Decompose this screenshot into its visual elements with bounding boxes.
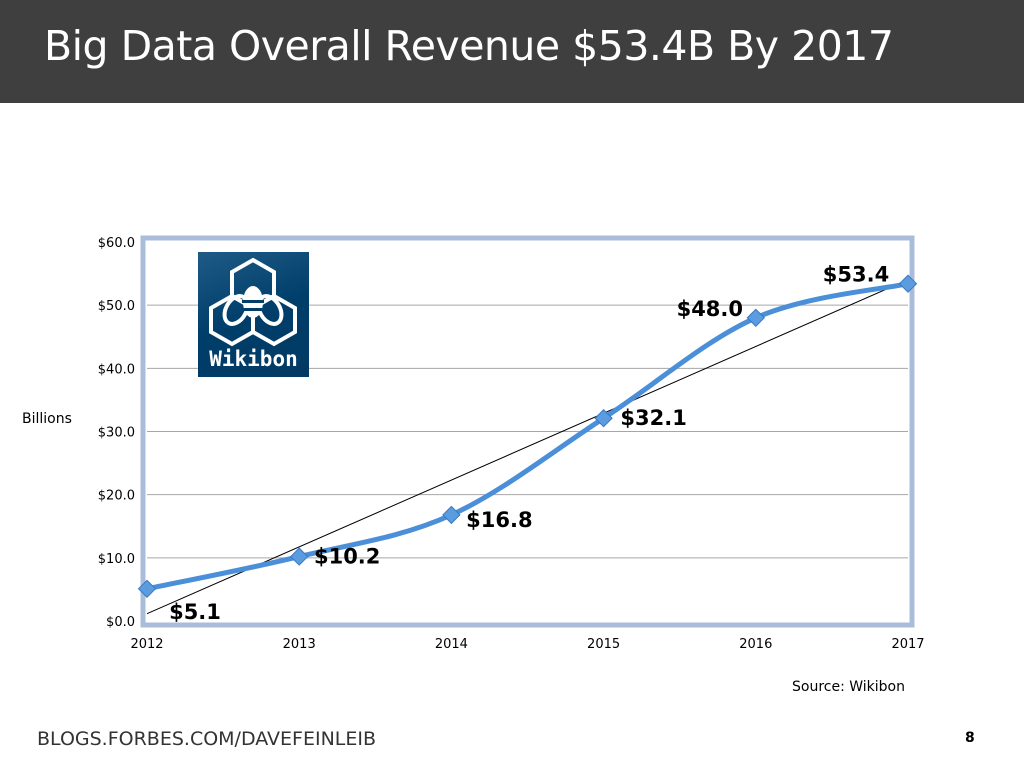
data-point [442, 505, 461, 525]
x-tick-label: 2017 [891, 637, 924, 652]
y-axis-label: Billions [22, 411, 72, 427]
y-tick-label: $40.0 [98, 362, 135, 377]
data-label: $5.1 [169, 600, 221, 624]
data-point [594, 409, 613, 428]
bee-hexagon-icon [209, 257, 297, 347]
x-tick-label: 2014 [435, 637, 468, 652]
footer-url: BLOGS.FORBES.COM/DAVEFEINLEIB [37, 728, 377, 750]
y-tick-label: $50.0 [98, 299, 135, 314]
data-point [898, 274, 918, 293]
page-number: 8 [965, 730, 975, 746]
x-tick-label: 2012 [130, 637, 163, 652]
data-label: $32.1 [620, 406, 686, 430]
y-tick-label: $0.0 [106, 615, 135, 630]
slide-title: Big Data Overall Revenue $53.4B By 2017 [44, 22, 894, 70]
trendline [146, 279, 909, 615]
y-tick-label: $20.0 [98, 489, 135, 504]
x-tick-label: 2016 [739, 637, 772, 652]
data-label: $10.2 [314, 545, 380, 569]
wikibon-logo: Wikibon [198, 252, 309, 377]
logo-text: Wikibon [209, 347, 298, 371]
title-banner: Big Data Overall Revenue $53.4B By 2017 [0, 0, 1024, 103]
series-line [144, 281, 911, 592]
x-tick-label: 2013 [283, 637, 316, 652]
data-label: $53.4 [823, 263, 889, 287]
y-tick-label: $30.0 [98, 426, 135, 441]
data-label: $16.8 [466, 508, 532, 532]
data-point [746, 308, 765, 327]
source-note: Source: Wikibon [792, 679, 905, 695]
data-label: $48.0 [677, 297, 743, 321]
x-tick-label: 2015 [587, 637, 620, 652]
y-tick-label: $60.0 [98, 236, 135, 251]
data-point [290, 547, 309, 566]
y-tick-label: $10.0 [98, 552, 135, 567]
data-point [137, 579, 157, 598]
